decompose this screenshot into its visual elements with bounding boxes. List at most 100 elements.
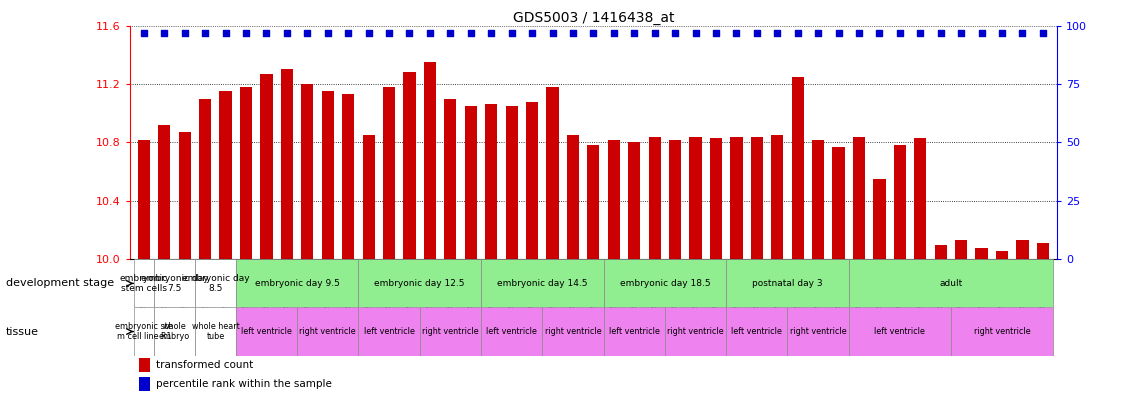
Bar	[526, 101, 539, 259]
Bar	[730, 137, 743, 259]
Bar	[587, 145, 600, 259]
Text: right ventricle: right ventricle	[544, 327, 601, 336]
Bar	[179, 132, 190, 259]
Bar	[710, 138, 722, 259]
Bar	[321, 91, 334, 259]
Bar	[236, 259, 358, 307]
Bar	[154, 307, 195, 356]
Bar	[771, 135, 783, 259]
Point	[605, 29, 623, 36]
Text: left ventricle: left ventricle	[875, 327, 925, 336]
Bar	[506, 106, 517, 259]
Bar	[914, 138, 926, 259]
Point	[870, 29, 888, 36]
Bar	[281, 70, 293, 259]
Text: embryonic day 9.5: embryonic day 9.5	[255, 279, 339, 288]
Title: GDS5003 / 1416438_at: GDS5003 / 1416438_at	[513, 11, 674, 24]
Text: postnatal day 3: postnatal day 3	[752, 279, 823, 288]
Bar	[996, 251, 1008, 259]
Bar	[158, 125, 170, 259]
Bar	[951, 307, 1053, 356]
Point	[462, 29, 480, 36]
Bar	[260, 74, 273, 259]
Point	[503, 29, 521, 36]
Point	[993, 29, 1011, 36]
Point	[748, 29, 766, 36]
Bar	[648, 137, 660, 259]
Text: embryonic day
7.5: embryonic day 7.5	[141, 274, 208, 293]
Bar	[199, 99, 212, 259]
Point	[973, 29, 991, 36]
Point	[646, 29, 664, 36]
Bar	[604, 259, 726, 307]
Point	[686, 29, 704, 36]
Bar	[607, 140, 620, 259]
Bar	[1037, 243, 1049, 259]
Text: percentile rank within the sample: percentile rank within the sample	[156, 379, 331, 389]
Bar	[485, 105, 497, 259]
Point	[278, 29, 296, 36]
Point	[829, 29, 848, 36]
Point	[156, 29, 174, 36]
Text: left ventricle: left ventricle	[241, 327, 292, 336]
Bar	[481, 259, 604, 307]
Point	[176, 29, 194, 36]
Text: embryonic
stem cells: embryonic stem cells	[119, 274, 168, 293]
Point	[420, 29, 438, 36]
Bar	[358, 307, 419, 356]
Bar	[894, 145, 906, 259]
Bar	[604, 307, 665, 356]
Text: adult: adult	[939, 279, 962, 288]
Bar	[195, 307, 236, 356]
Bar	[849, 259, 1053, 307]
Bar	[444, 99, 456, 259]
Point	[584, 29, 602, 36]
Text: whole heart
tube: whole heart tube	[192, 322, 239, 341]
Bar	[788, 307, 849, 356]
Point	[707, 29, 725, 36]
Bar	[726, 307, 788, 356]
Bar	[690, 137, 702, 259]
Point	[380, 29, 398, 36]
Text: embryonic day 12.5: embryonic day 12.5	[374, 279, 465, 288]
Bar	[383, 87, 396, 259]
Text: embryonic ste
m cell line R1: embryonic ste m cell line R1	[115, 322, 172, 341]
Text: whole
embryo: whole embryo	[159, 322, 190, 341]
Bar	[195, 259, 236, 307]
Bar	[567, 135, 579, 259]
Bar	[975, 248, 987, 259]
Point	[360, 29, 378, 36]
Point	[339, 29, 357, 36]
Point	[196, 29, 214, 36]
Bar	[403, 72, 416, 259]
Point	[1033, 29, 1051, 36]
Bar	[811, 140, 824, 259]
Bar	[139, 358, 150, 373]
Point	[1013, 29, 1031, 36]
Bar	[298, 307, 358, 356]
Bar	[481, 307, 542, 356]
Point	[216, 29, 234, 36]
Text: transformed count: transformed count	[156, 360, 252, 370]
Text: right ventricle: right ventricle	[974, 327, 1030, 336]
Bar	[934, 245, 947, 259]
Text: right ventricle: right ventricle	[300, 327, 356, 336]
Point	[850, 29, 868, 36]
Bar	[669, 140, 681, 259]
Bar	[363, 135, 375, 259]
Point	[952, 29, 970, 36]
Text: left ventricle: left ventricle	[609, 327, 659, 336]
Bar	[547, 87, 559, 259]
Bar	[955, 241, 967, 259]
Point	[666, 29, 684, 36]
Point	[135, 29, 153, 36]
Text: embryonic day 14.5: embryonic day 14.5	[497, 279, 587, 288]
Bar	[358, 259, 481, 307]
Bar	[154, 259, 195, 307]
Point	[789, 29, 807, 36]
Point	[237, 29, 255, 36]
Text: tissue: tissue	[6, 327, 38, 336]
Text: left ventricle: left ventricle	[364, 327, 415, 336]
Point	[257, 29, 275, 36]
Bar	[665, 307, 726, 356]
